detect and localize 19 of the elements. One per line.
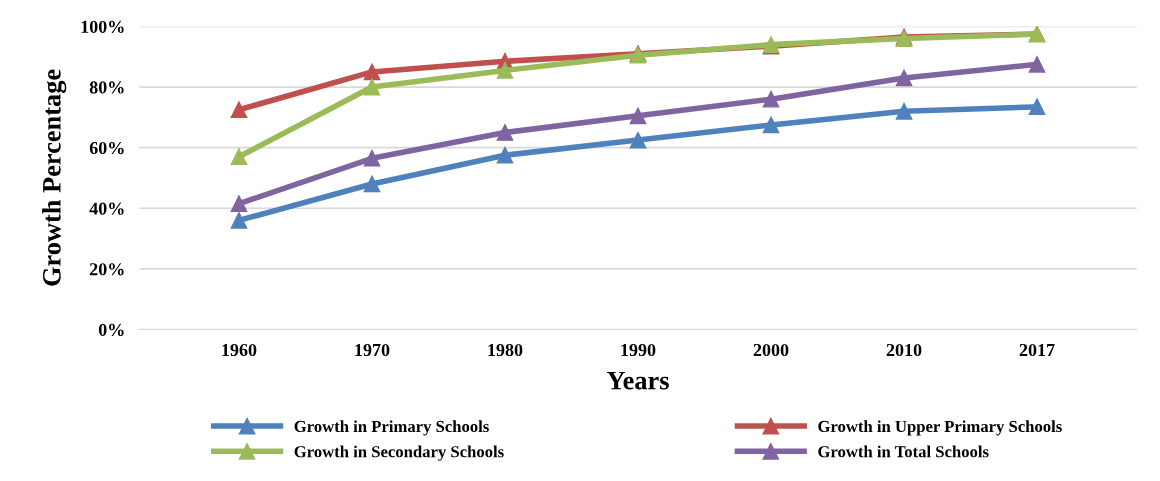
x-tick-label: 2010 [886, 343, 922, 357]
legend-label: Growth in Primary Schools [294, 420, 489, 436]
x-tick-label: 2000 [753, 343, 789, 357]
y-tick-label: 100% [81, 20, 124, 33]
x-tick-label: 1980 [488, 343, 523, 357]
x-tick-label: 1990 [621, 343, 656, 357]
x-axis-title: Years [606, 371, 669, 390]
y-tick-label: 40% [89, 202, 124, 215]
x-tick-label: 1960 [222, 343, 257, 357]
y-tick-label: 60% [89, 141, 124, 155]
legend-label: Growth in Total Schools [818, 445, 989, 458]
x-tick-label: 1970 [355, 343, 390, 357]
y-axis-title: Growth Percentage [42, 69, 67, 286]
legend-label: Growth in Secondary Schools [294, 445, 504, 461]
y-tick-label: 80% [89, 81, 124, 94]
x-tick-label: 2017 [1019, 343, 1055, 357]
y-tick-label: 20% [89, 263, 124, 276]
y-tick-label: 0% [98, 323, 124, 336]
legend-label: Growth in Upper Primary Schools [818, 420, 1062, 436]
